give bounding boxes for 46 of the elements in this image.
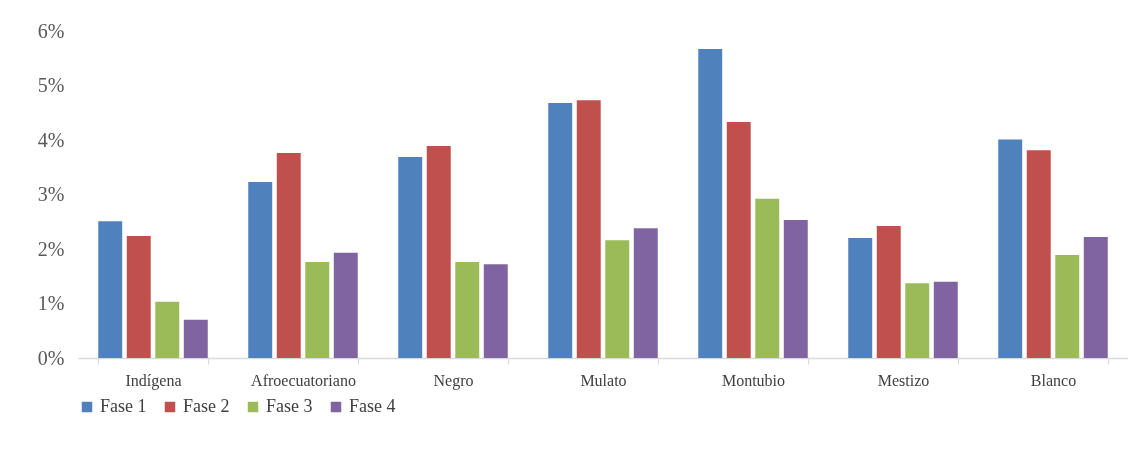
legend-label: Fase 2 xyxy=(183,396,230,416)
bar xyxy=(183,319,208,358)
bar xyxy=(1026,150,1051,358)
x-tick-label: Negro xyxy=(433,371,474,390)
x-tick-label: Mestizo xyxy=(877,371,930,389)
x-tick-label: Afroecuatoriano xyxy=(251,371,356,389)
bar xyxy=(698,48,723,358)
bar xyxy=(998,139,1023,358)
legend-label: Fase 3 xyxy=(266,396,313,416)
bar xyxy=(726,122,751,358)
y-tick-label: 3% xyxy=(37,183,65,205)
y-tick-label: 2% xyxy=(37,237,65,260)
bar xyxy=(426,146,451,358)
bar xyxy=(455,262,480,358)
y-tick-label: 1% xyxy=(37,292,65,314)
bar xyxy=(876,226,901,358)
bar xyxy=(933,281,958,358)
y-tick-label: 5% xyxy=(37,74,65,96)
x-tick-label: Mulato xyxy=(580,371,627,389)
y-tick-label: 0% xyxy=(37,346,65,369)
bar xyxy=(848,238,873,358)
bar xyxy=(905,283,930,358)
y-tick-label: 4% xyxy=(37,128,65,151)
bar xyxy=(755,198,780,358)
bar xyxy=(483,264,508,358)
bar xyxy=(783,220,808,358)
legend-label: Fase 4 xyxy=(349,396,396,416)
legend-label: Fase 1 xyxy=(100,396,147,416)
bar xyxy=(126,235,151,358)
x-tick-label: Blanco xyxy=(1030,371,1077,389)
bar xyxy=(333,252,358,358)
bar xyxy=(98,221,123,358)
bar xyxy=(305,262,330,358)
bar xyxy=(1083,237,1108,358)
bar xyxy=(1055,255,1080,358)
bar xyxy=(248,181,273,358)
bar xyxy=(633,228,658,358)
x-tick-label: Indígena xyxy=(125,371,182,390)
bar xyxy=(548,102,573,358)
y-tick-label: 6% xyxy=(37,19,65,42)
bar xyxy=(576,100,601,358)
bar xyxy=(605,240,630,358)
bar xyxy=(398,156,423,358)
x-tick-label: Montubio xyxy=(721,371,786,389)
bar xyxy=(276,153,301,358)
bar xyxy=(155,301,180,358)
